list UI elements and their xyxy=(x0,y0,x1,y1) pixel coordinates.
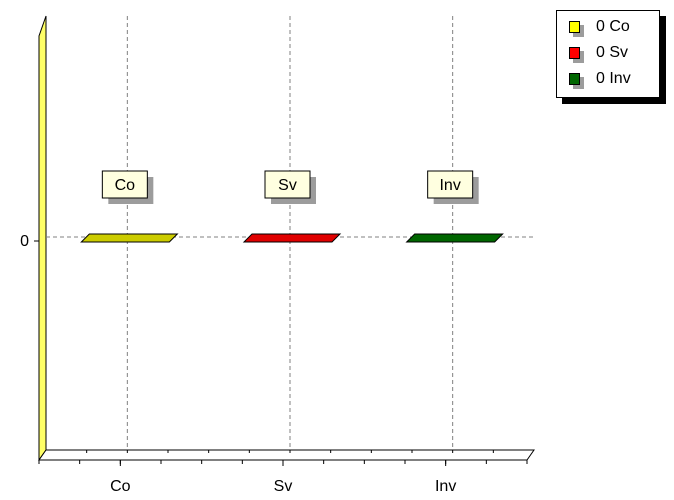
bar-label-box-inv xyxy=(427,170,474,199)
bars xyxy=(80,233,504,243)
legend-item-inv: 0 Inv xyxy=(569,69,631,89)
bar-label-inv: Inv xyxy=(439,177,460,194)
legend-swatch-inv xyxy=(569,73,580,85)
legend-label-co: 0 Co xyxy=(596,18,630,35)
gridlines xyxy=(46,16,534,450)
bar-inv xyxy=(405,233,504,243)
x-tick-label-sv: Sv xyxy=(274,478,293,495)
bar-sv xyxy=(242,233,342,243)
floor xyxy=(38,449,535,461)
bar-label-co: Co xyxy=(115,177,136,194)
legend-label-sv: 0 Sv xyxy=(596,44,629,61)
bar-label-box-co xyxy=(101,170,148,199)
y-tick-label-0: 0 xyxy=(20,233,29,250)
legend-swatch-sv xyxy=(569,47,580,59)
legend-item-sv: 0 Sv xyxy=(569,43,628,63)
bar-label-sv: Sv xyxy=(278,177,297,194)
legend: 0 Co 0 Sv 0 Inv xyxy=(556,10,660,98)
tick-labels: 0 Co Sv Inv xyxy=(20,233,456,495)
left-wall xyxy=(38,15,47,462)
legend-item-co: 0 Co xyxy=(569,17,630,37)
bar-label-box-sv xyxy=(264,170,311,199)
x-tick-label-inv: Inv xyxy=(435,478,456,495)
bar-labels: Co Sv Inv xyxy=(101,170,479,204)
bar-co xyxy=(80,233,179,243)
legend-label-inv: 0 Inv xyxy=(596,70,631,87)
x-tick-label-co: Co xyxy=(110,478,131,495)
legend-swatch-co xyxy=(569,21,580,33)
axes xyxy=(34,240,528,466)
